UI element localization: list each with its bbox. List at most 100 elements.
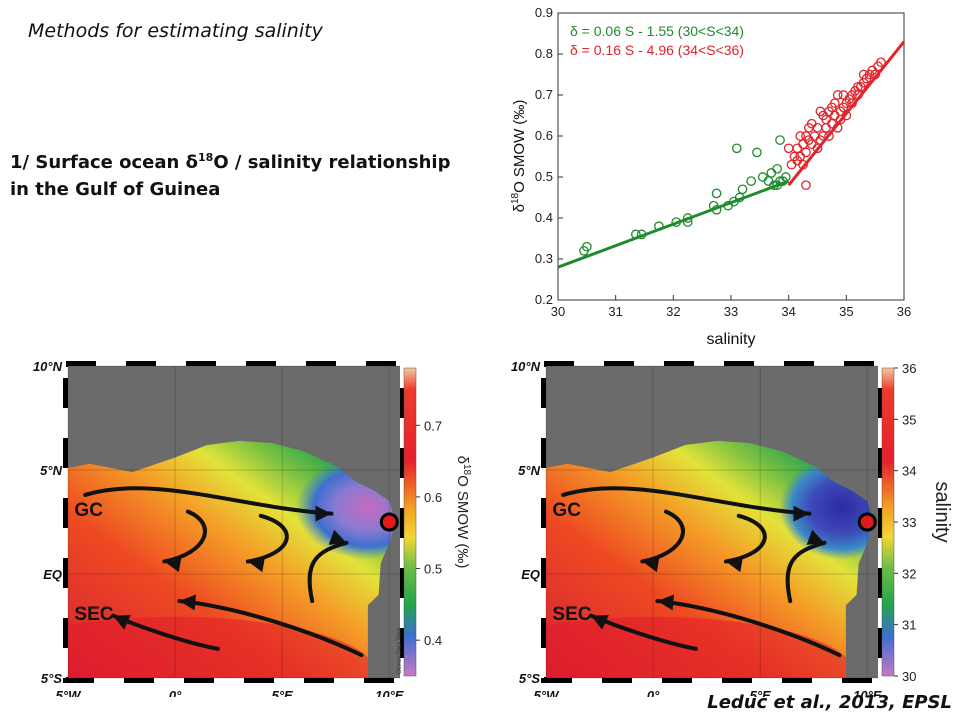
fit-line-1	[557, 179, 790, 269]
data-point	[812, 143, 823, 154]
data-point	[853, 90, 863, 100]
lat-tick-label: 10°N	[511, 359, 541, 374]
lon-tick-label: 5°E	[272, 688, 293, 697]
arrow-head	[247, 556, 266, 573]
ocean-features	[68, 455, 396, 678]
colorbar-label: δ18O SMOW (‰)	[454, 456, 472, 569]
colorbar-label-text: O SMOW (‰)	[454, 475, 471, 568]
current-arrow	[561, 486, 812, 516]
colorbar	[403, 367, 417, 677]
x-tick-label: 33	[724, 304, 738, 319]
data-point	[746, 176, 757, 186]
data-point	[682, 213, 693, 223]
lon-tick-label: 5°W	[56, 688, 82, 697]
y-tick-label: 0.8	[535, 46, 553, 61]
colorbar-tick-label: 35	[902, 412, 916, 427]
y-axis-label-sup: 18	[510, 192, 521, 204]
arrow-head	[179, 594, 197, 611]
current-label-gc: GC	[74, 500, 103, 521]
y-tick-label: 0.7	[535, 87, 553, 102]
scatter-points	[579, 57, 886, 256]
lon-tick-label: 5°W	[534, 688, 560, 697]
low-value-region	[295, 455, 396, 560]
data-point	[631, 229, 641, 240]
fit-line-2	[787, 40, 906, 187]
lon-tick-label: 0°	[647, 688, 660, 697]
y-axis-label-text: O SMOW (‰)	[511, 100, 528, 193]
data-point	[821, 114, 831, 125]
current-arrow	[307, 540, 349, 604]
data-point	[775, 135, 785, 145]
salinity-map: GC SEC 10°N 5°N EQ 5°S 5°W 0° 5°E 10°E 36 35 34 33 32 3…	[511, 359, 953, 697]
y-tick-label: 0.5	[535, 169, 553, 184]
data-point	[827, 102, 837, 113]
x-tick-label: 30	[551, 304, 565, 319]
data-point	[870, 69, 881, 80]
citation: Leduc et al., 2013, EPSL	[707, 692, 952, 713]
high-value-region	[68, 616, 376, 678]
heading-superscript: 18	[198, 151, 214, 164]
colorbar-tick-label: 34	[902, 464, 916, 479]
lon-tick-label: 5°E	[750, 688, 771, 697]
y-tick-label: 0.9	[535, 5, 553, 20]
arrow-head	[725, 556, 744, 573]
colorbar-tick-label: 0.4	[424, 633, 442, 648]
arrow-head	[806, 529, 825, 545]
y-tick-label: 0.3	[535, 251, 553, 266]
lon-tick-label: 10°E	[853, 688, 882, 697]
colorbar-tick-label: 33	[902, 515, 916, 530]
data-point	[752, 147, 762, 158]
data-point	[783, 143, 794, 154]
data-point	[841, 110, 852, 121]
data-point	[731, 143, 742, 154]
data-point	[654, 221, 664, 232]
arrow-head	[657, 594, 675, 611]
data-point	[795, 131, 806, 141]
data-point	[778, 176, 788, 186]
lon-tick-label: 10°E	[375, 688, 404, 697]
fit-lines	[557, 40, 906, 269]
arrow-head	[164, 556, 182, 573]
data-point	[711, 204, 722, 215]
x-axis-label: salinity	[707, 331, 756, 348]
x-tick-label: 35	[839, 304, 853, 319]
d18o-map: GC SEC 10°N 5°N EQ 5°S 5°W 0° 5°E 10°E 0.7 0.6 0.5 0.…	[33, 359, 472, 697]
lat-tick-label: 5°S	[41, 671, 62, 686]
current-arrow	[83, 486, 334, 516]
slide-title: Methods for estimating salinity	[28, 20, 323, 42]
colorbar-tick-label: 0.6	[424, 490, 442, 505]
colorbar-tick-label: 30	[902, 669, 916, 684]
lat-tick-label: 5°S	[519, 671, 540, 686]
y-tick-label: 0.6	[535, 128, 553, 143]
arrow-head	[328, 529, 347, 545]
lat-tick-label: EQ	[521, 567, 540, 582]
arrow-head	[793, 505, 810, 522]
heading-line2: in the Gulf of Guinea	[10, 179, 221, 200]
data-point	[832, 90, 843, 100]
lat-tick-label: EQ	[43, 567, 62, 582]
current-label-gc: GC	[552, 500, 581, 521]
x-tick-label: 36	[897, 304, 911, 319]
data-point	[711, 188, 722, 199]
lat-tick-label: 5°N	[40, 463, 62, 478]
y-axis-label: δ18O SMOW (‰)	[510, 100, 528, 213]
y-tick-label: 0.4	[535, 210, 553, 225]
current-arrow	[177, 599, 364, 658]
data-point	[838, 90, 849, 100]
x-tick-label: 32	[666, 304, 680, 319]
data-point	[876, 57, 886, 68]
data-point	[792, 155, 803, 166]
colorbar	[881, 367, 895, 677]
data-point	[801, 180, 811, 191]
data-point	[682, 217, 693, 227]
lat-tick-label: 5°N	[518, 463, 540, 478]
x-tick-label: 34	[781, 304, 795, 319]
high-value-region	[546, 616, 854, 678]
colorbar-tick-label: 0.7	[424, 418, 442, 433]
legend-entry-1: δ = 0.06 S - 1.55 (30<S<34)	[570, 23, 744, 39]
data-point	[815, 106, 826, 117]
data-point	[824, 131, 834, 141]
core-site-marker	[379, 512, 399, 532]
y-axis-label-delta: δ	[511, 204, 528, 212]
data-point	[766, 168, 777, 178]
